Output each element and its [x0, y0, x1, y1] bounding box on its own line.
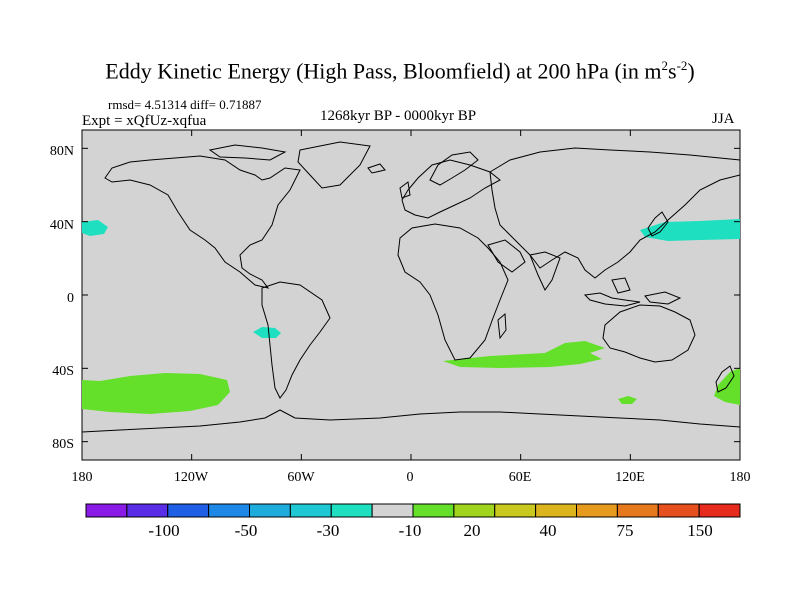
region-north-atlantic-west [82, 220, 108, 236]
y-tick-label: 0 [67, 291, 74, 306]
colorbar-swatch [330, 503, 373, 518]
colorbar-swatch [208, 503, 250, 518]
colorbar-swatch [167, 503, 210, 518]
colorbar-swatch [85, 503, 128, 518]
region-north-pacific [640, 219, 740, 241]
coast-greenland [297, 141, 371, 189]
coast-british-isles [399, 181, 411, 199]
colorbar-label: 20 [464, 521, 481, 540]
x-tick-label: 60E [509, 470, 532, 485]
coast-australia [602, 304, 696, 363]
x-tick-label: 120E [615, 470, 645, 485]
coast-antarctica [81, 409, 741, 433]
region-southeast-pacific [253, 327, 281, 338]
coast-india [529, 251, 561, 291]
coast-indonesia [583, 292, 641, 307]
colorbar-label: -50 [235, 521, 258, 540]
coast-arabia [487, 239, 526, 273]
y-axis-labels: 80N 40N 0 40S 80S [50, 144, 74, 452]
coast-iceland [367, 163, 386, 174]
coast-madagascar [497, 312, 507, 340]
coast-scandinavia [429, 151, 479, 186]
anomaly-regions [82, 219, 740, 414]
coast-africa [397, 223, 509, 361]
colorbar-swatch [616, 503, 659, 518]
x-axis-labels: 180 120W 60W 0 60E 120E 180 [72, 470, 751, 485]
period-label: 1268kyr BP - 0000kyr BP [320, 108, 477, 124]
colorbar-swatch [576, 503, 618, 518]
colorbar-swatch [289, 503, 332, 518]
colorbar-swatch [412, 503, 455, 518]
colorbar-labels: -100 -50 -30 -10 20 40 75 150 [148, 521, 712, 540]
colorbar-swatch [126, 503, 169, 518]
colorbar-label: 40 [540, 521, 557, 540]
y-tick-label: 80N [50, 144, 74, 159]
region-south-pacific [82, 373, 230, 414]
colorbar-swatch [657, 503, 700, 518]
coast-borneo [611, 277, 631, 294]
season-label: JJA [712, 111, 735, 127]
y-tick-label: 40S [52, 364, 74, 379]
y-tick-label: 40N [50, 218, 74, 233]
colorbar-label: 75 [617, 521, 634, 540]
colorbar-swatch [494, 503, 537, 518]
chart-title: Eddy Kinetic Energy (High Pass, Bloomfie… [105, 58, 695, 84]
x-tick-label: 60W [287, 470, 315, 485]
colorbar-swatch [371, 503, 414, 518]
coast-europe [401, 159, 501, 219]
colorbar-swatch [453, 503, 496, 518]
colorbar-label: -30 [317, 521, 340, 540]
coast-japan [647, 211, 669, 237]
x-tick-label: 120W [174, 470, 209, 485]
coast-asia [489, 147, 741, 279]
colorbar-swatch [535, 503, 577, 518]
coast-south-america [261, 281, 331, 399]
experiment-label: Expt = xQfUz-xqfua [82, 113, 207, 129]
colorbar-label: 150 [687, 521, 713, 540]
region-south-of-australia [618, 396, 637, 404]
colorbar-swatch [249, 503, 291, 518]
y-tick-label: 80S [52, 437, 74, 452]
x-tick-label: 0 [407, 470, 414, 485]
coast-north-america [104, 155, 301, 289]
coast-arctic-islands [208, 144, 287, 161]
colorbar-swatch [698, 503, 741, 518]
x-tick-label: 180 [72, 470, 93, 485]
colorbar-label: -100 [148, 521, 179, 540]
colorbar [85, 503, 741, 518]
stats-line: rmsd= 4.51314 diff= 0.71887 [108, 97, 262, 112]
coastlines [81, 141, 741, 433]
x-tick-label: 180 [730, 470, 751, 485]
coast-new-zealand [715, 365, 735, 393]
axis-ticks [81, 130, 741, 460]
region-south-indian-ocean [443, 341, 605, 368]
colorbar-label: -10 [399, 521, 422, 540]
coast-new-guinea [644, 291, 682, 305]
